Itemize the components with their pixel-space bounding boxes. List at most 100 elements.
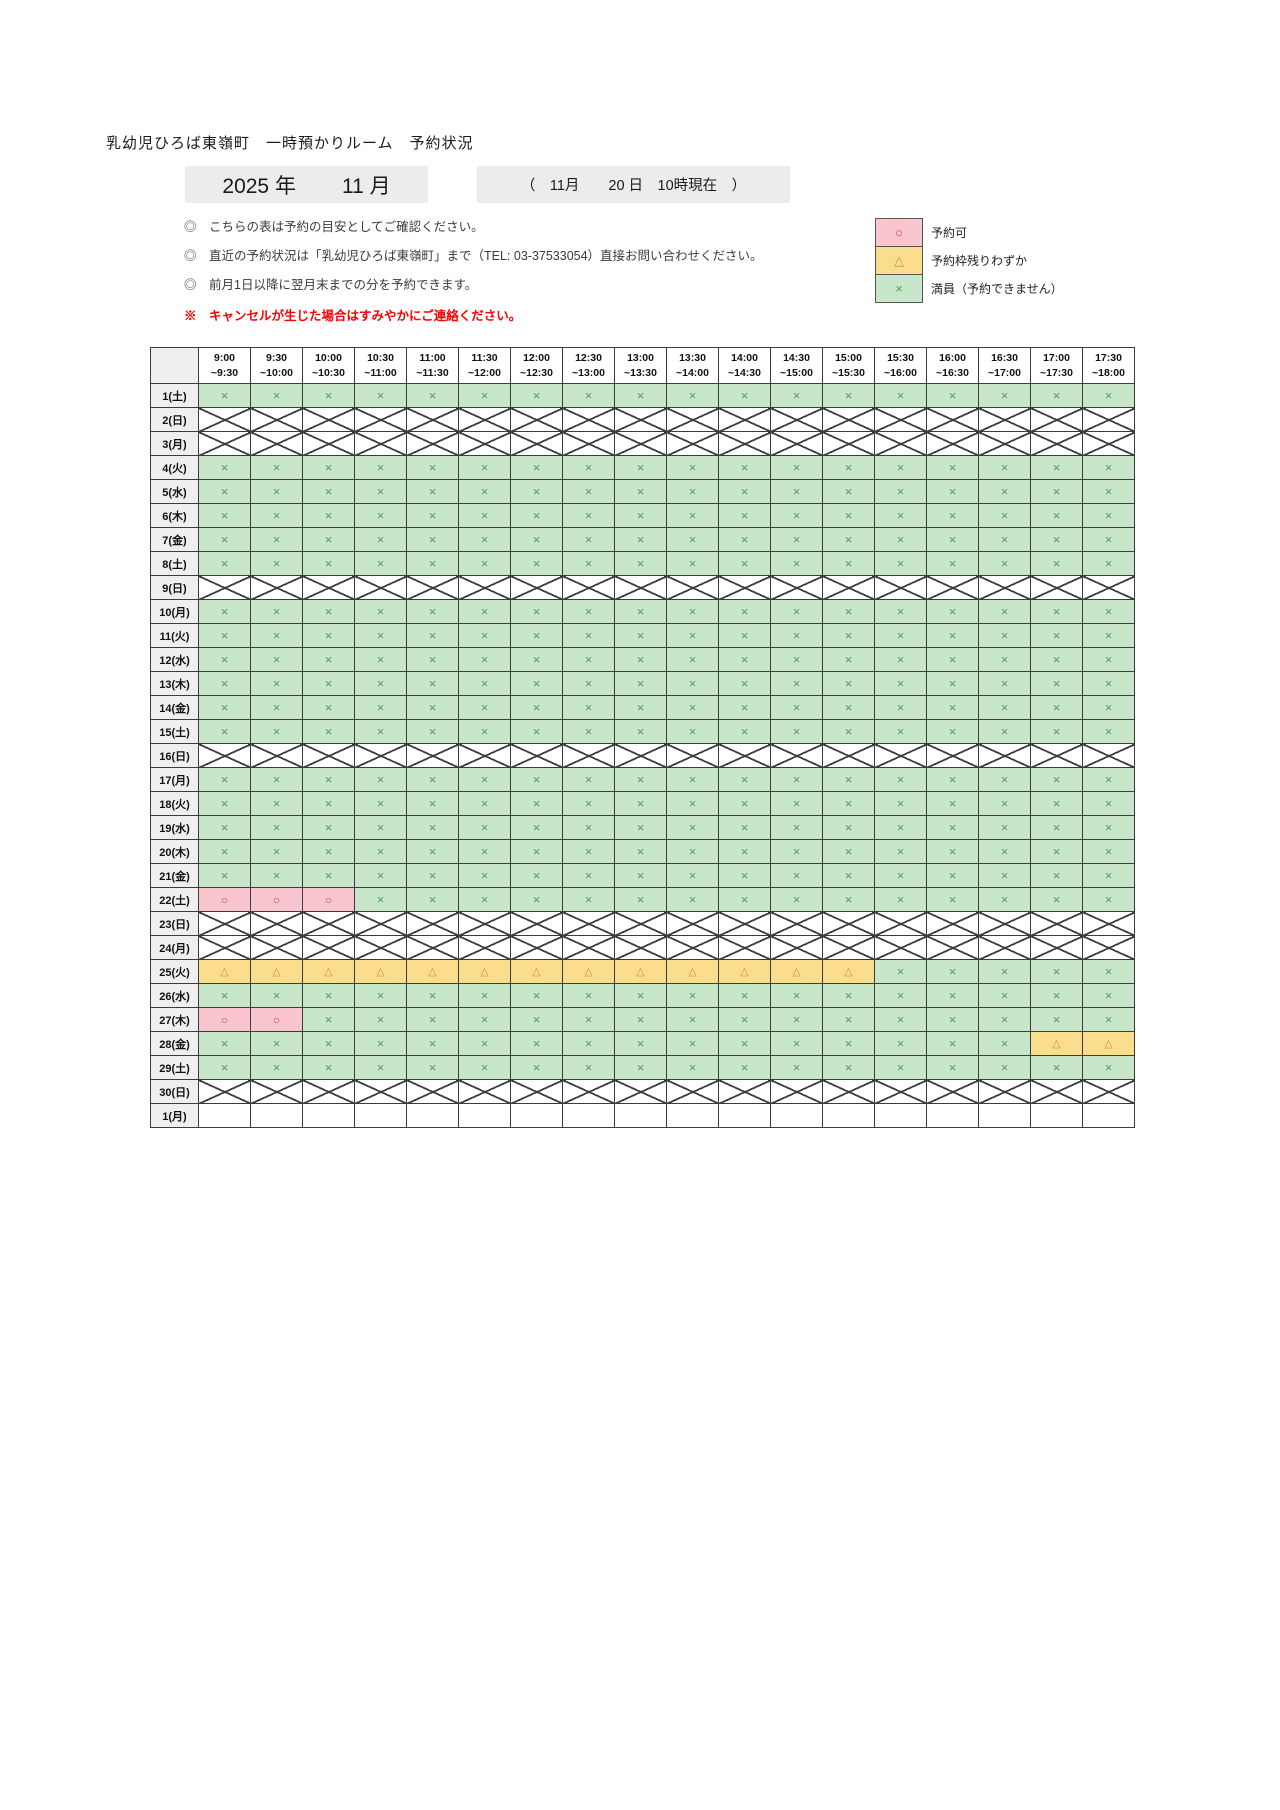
slot-cell: × xyxy=(1082,815,1135,840)
slot-cell: × xyxy=(978,383,1031,408)
slot-cell: × xyxy=(406,455,459,480)
slot-cell-closed xyxy=(874,911,927,936)
slot-cell: × xyxy=(406,983,459,1008)
slot-cell: × xyxy=(458,1055,511,1080)
slot-cell: × xyxy=(458,887,511,912)
slot-cell: × xyxy=(874,455,927,480)
slot-cell: × xyxy=(198,695,251,720)
slot-cell-closed xyxy=(250,431,303,456)
slot-cell: × xyxy=(1082,1007,1135,1032)
slot-cell: × xyxy=(354,503,407,528)
slot-cell: × xyxy=(1082,719,1135,744)
slot-cell: × xyxy=(666,623,719,648)
slot-cell-closed xyxy=(718,1079,771,1104)
slot-cell: × xyxy=(510,719,563,744)
note-item: ◎ 直近の予約状況は「乳幼児ひろば東嶺町」まで（TEL: 03-37533054… xyxy=(184,249,763,263)
slot-cell: ○ xyxy=(250,1007,303,1032)
slot-cell: × xyxy=(718,503,771,528)
slot-cell-closed xyxy=(770,911,823,936)
legend-row: ○ 予約可 xyxy=(875,218,1063,247)
slot-cell-closed xyxy=(510,431,563,456)
slot-cell: △ xyxy=(1082,1031,1135,1056)
slot-cell: × xyxy=(1030,959,1083,984)
slot-cell: × xyxy=(354,791,407,816)
slot-cell-closed xyxy=(510,1079,563,1104)
slot-cell: × xyxy=(250,479,303,504)
slot-cell: × xyxy=(926,383,979,408)
slot-cell: × xyxy=(562,647,615,672)
slot-cell-closed xyxy=(354,407,407,432)
date-cell: 25(火) xyxy=(150,959,199,984)
slot-cell-empty xyxy=(406,1103,459,1128)
slot-cell: × xyxy=(354,1007,407,1032)
slot-cell-closed xyxy=(1082,431,1135,456)
table-row: 19(水) × × × × × × × × × × × × × × × × × × xyxy=(150,815,1135,840)
slot-cell: × xyxy=(926,1055,979,1080)
slot-cell: × xyxy=(198,623,251,648)
slot-cell: × xyxy=(510,791,563,816)
slot-cell-closed xyxy=(510,911,563,936)
slot-cell-empty xyxy=(1030,1103,1083,1128)
slot-cell-closed xyxy=(562,1079,615,1104)
slot-cell: × xyxy=(770,983,823,1008)
slot-cell: × xyxy=(354,983,407,1008)
header-row: 9:00 ~9:30 9:30 ~10:00 10:00 ~10:30 10:30 ~11:0… xyxy=(150,347,1135,384)
legend-swatch-x: × xyxy=(875,274,923,303)
slot-cell: × xyxy=(822,815,875,840)
as-of-box: （ 11月 20 日 10時現在 ） xyxy=(477,166,790,203)
slot-cell-closed xyxy=(250,1079,303,1104)
slot-cell: × xyxy=(510,1031,563,1056)
table-row: 1(土) × × × × × × × × × × × × × × × × × × xyxy=(150,383,1135,408)
slot-cell-closed xyxy=(978,1079,1031,1104)
date-cell: 14(金) xyxy=(150,695,199,720)
slot-cell: × xyxy=(978,623,1031,648)
table-row: 6(木) × × × × × × × × × × × × × × × × × × xyxy=(150,503,1135,528)
table-row: 27(木) ○ ○ × × × × × × × × × × × × × × × × xyxy=(150,1007,1135,1032)
slot-cell: × xyxy=(458,479,511,504)
date-cell: 27(木) xyxy=(150,1007,199,1032)
slot-cell: × xyxy=(614,863,667,888)
slot-cell: × xyxy=(926,791,979,816)
year-label: 2025 年 xyxy=(222,174,296,198)
slot-cell: × xyxy=(822,863,875,888)
slot-cell-closed xyxy=(614,407,667,432)
slot-cell: × xyxy=(874,719,927,744)
slot-cell-closed xyxy=(510,935,563,960)
slot-cell: × xyxy=(978,1055,1031,1080)
slot-cell: × xyxy=(302,815,355,840)
table-row: 15(土) × × × × × × × × × × × × × × × × × × xyxy=(150,719,1135,744)
slot-cell: × xyxy=(614,1055,667,1080)
slot-cell: × xyxy=(770,647,823,672)
slot-cell-closed xyxy=(302,431,355,456)
slot-cell-closed xyxy=(510,407,563,432)
slot-cell: △ xyxy=(1030,1031,1083,1056)
slot-cell-closed xyxy=(198,911,251,936)
slot-cell-closed xyxy=(198,431,251,456)
slot-cell: × xyxy=(1082,527,1135,552)
slot-cell-closed xyxy=(354,911,407,936)
date-cell: 11(火) xyxy=(150,623,199,648)
slot-cell: × xyxy=(666,791,719,816)
slot-cell: △ xyxy=(510,959,563,984)
slot-cell: × xyxy=(1030,767,1083,792)
table-row: 29(土) × × × × × × × × × × × × × × × × × × xyxy=(150,1055,1135,1080)
slot-cell: × xyxy=(822,551,875,576)
slot-cell: △ xyxy=(614,959,667,984)
slot-cell-empty xyxy=(302,1103,355,1128)
slot-cell: × xyxy=(874,839,927,864)
slot-cell-closed xyxy=(302,407,355,432)
slot-cell: × xyxy=(1030,455,1083,480)
legend-label: 予約枠残りわずか xyxy=(931,254,1028,268)
slot-cell: × xyxy=(510,479,563,504)
slot-cell: × xyxy=(822,887,875,912)
slot-cell: × xyxy=(718,647,771,672)
slot-cell: × xyxy=(458,1031,511,1056)
time-header-cell: 9:30 ~10:00 xyxy=(250,347,303,384)
slot-cell: × xyxy=(1082,671,1135,696)
slot-cell: × xyxy=(770,383,823,408)
slot-cell-empty xyxy=(926,1103,979,1128)
slot-cell: × xyxy=(978,671,1031,696)
slot-cell: × xyxy=(406,383,459,408)
slot-cell: × xyxy=(718,599,771,624)
slot-cell-closed xyxy=(1030,1079,1083,1104)
